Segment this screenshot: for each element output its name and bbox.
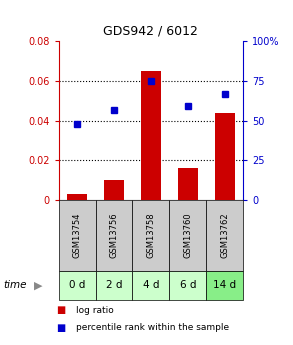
Text: ▶: ▶ <box>34 280 42 290</box>
Bar <box>67 194 87 200</box>
Text: 14 d: 14 d <box>213 280 236 290</box>
Text: log ratio: log ratio <box>76 306 114 315</box>
Title: GDS942 / 6012: GDS942 / 6012 <box>103 24 198 38</box>
Text: GSM13762: GSM13762 <box>220 213 229 258</box>
Bar <box>141 71 161 200</box>
Text: percentile rank within the sample: percentile rank within the sample <box>76 323 229 332</box>
Text: ■: ■ <box>56 306 65 315</box>
Bar <box>214 113 235 200</box>
Text: GSM13758: GSM13758 <box>146 213 155 258</box>
Text: time: time <box>3 280 26 290</box>
Text: 0 d: 0 d <box>69 280 85 290</box>
Text: 2 d: 2 d <box>106 280 122 290</box>
Text: GSM13760: GSM13760 <box>183 213 192 258</box>
Text: GSM13756: GSM13756 <box>110 213 118 258</box>
Bar <box>104 180 124 200</box>
Bar <box>178 168 198 200</box>
Text: GSM13754: GSM13754 <box>73 213 81 258</box>
Text: ■: ■ <box>56 323 65 333</box>
Text: 4 d: 4 d <box>143 280 159 290</box>
Text: 6 d: 6 d <box>180 280 196 290</box>
